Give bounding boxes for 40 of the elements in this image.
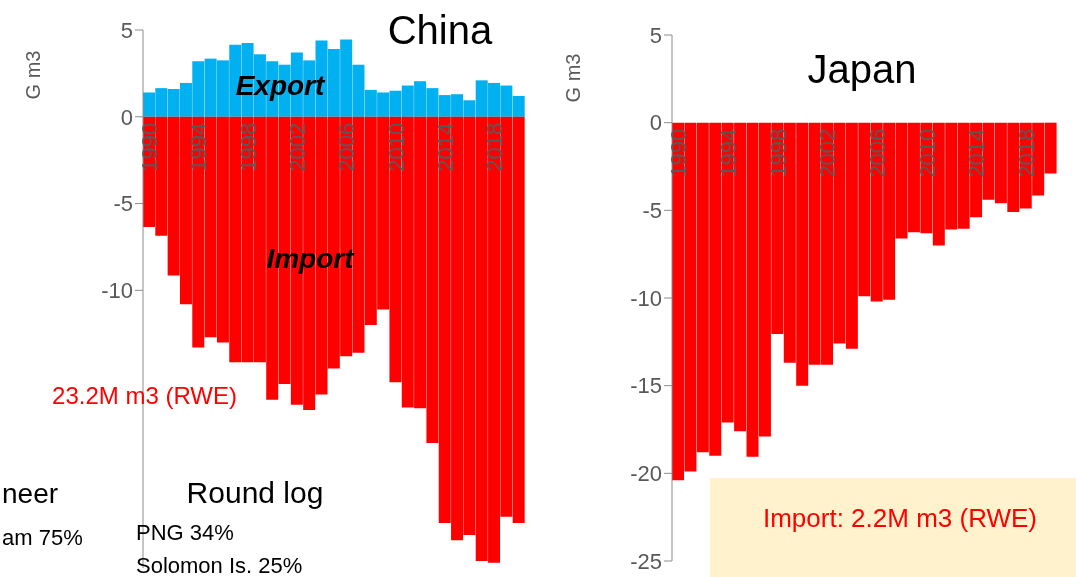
y-tick-label: 5 — [120, 17, 133, 43]
y-tick-label: -5 — [113, 191, 133, 217]
series-label: Export — [235, 70, 327, 101]
y-tick-label: -15 — [630, 373, 662, 399]
x-tick-label: 2002 — [815, 128, 841, 178]
y-tick-label: -10 — [101, 278, 133, 304]
x-tick-label: 2014 — [964, 128, 990, 178]
annotation: 23.2M m3 (RWE) — [52, 382, 237, 409]
x-tick-label: 2018 — [482, 122, 508, 172]
y-tick-label: -25 — [630, 548, 662, 574]
chart-title: China — [387, 8, 494, 52]
x-tick-label: 2002 — [285, 122, 311, 172]
x-tick-label: 2014 — [432, 122, 458, 172]
y-tick-label: 0 — [120, 104, 133, 130]
annotation: Import: 2.2M m3 (RWE) — [762, 503, 1038, 533]
y-tick-label: -20 — [630, 461, 662, 487]
x-tick-label: 1998 — [235, 122, 261, 172]
annotation: PNG 34% — [136, 520, 234, 545]
y-tick-label: 0 — [649, 110, 662, 136]
x-tick-label: 2006 — [334, 122, 360, 172]
x-tick-label: 1994 — [715, 128, 741, 178]
y-tick-label: 5 — [649, 22, 662, 48]
x-tick-label: 2010 — [914, 128, 940, 178]
annotation: Round log — [186, 476, 324, 509]
x-tick-label: 1998 — [765, 128, 791, 178]
chart-title: Japan — [807, 47, 917, 91]
y-tick-label: -5 — [642, 198, 662, 224]
series-label: Import — [266, 243, 356, 274]
y-tick-label: -10 — [630, 285, 662, 311]
annotation: Solomon Is. 25% — [136, 553, 303, 577]
text: am 75% — [2, 525, 83, 550]
y-axis-title: G m3 — [22, 50, 44, 100]
x-tick-label: 2006 — [864, 128, 890, 178]
x-tick-label: 2010 — [383, 122, 409, 172]
text: neer — [2, 478, 59, 509]
x-tick-label: 1990 — [666, 128, 692, 178]
x-tick-label: 1994 — [186, 122, 212, 172]
x-tick-label: 2018 — [1013, 128, 1039, 178]
x-tick-label: 1990 — [137, 122, 163, 172]
y-axis-title: G m3 — [562, 53, 584, 103]
